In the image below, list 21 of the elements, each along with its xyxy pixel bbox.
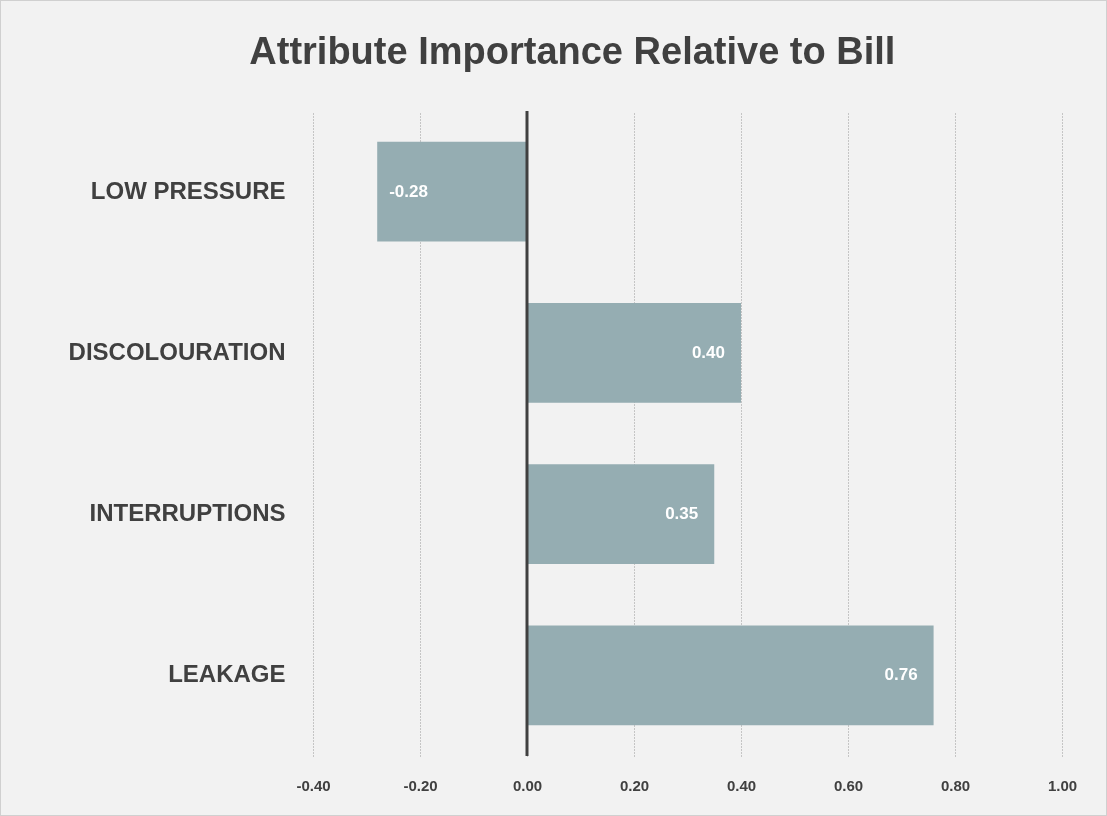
y-tick-label: DISCOLOURATION [68, 337, 286, 365]
data-label: -0.28 [389, 181, 428, 201]
x-tick-label: 0.00 [512, 776, 543, 794]
x-tick-label: 0.80 [940, 776, 971, 794]
chart-title: Attribute Importance Relative to Bill [249, 29, 896, 72]
x-tick-label: 1.00 [1047, 776, 1078, 794]
data-label: 0.35 [665, 504, 699, 524]
y-tick-label: INTERRUPTIONS [89, 499, 286, 527]
y-tick-label: LOW PRESSURE [90, 176, 286, 204]
y-tick-label: LEAKAGE [168, 660, 286, 688]
bar [527, 464, 715, 565]
data-label: 0.40 [691, 342, 725, 362]
x-tick-label: 0.40 [726, 776, 757, 794]
x-tick-label: 0.60 [833, 776, 864, 794]
bar [377, 141, 527, 242]
bar [527, 302, 741, 403]
x-tick-label: -0.40 [296, 776, 331, 794]
bar [527, 625, 934, 726]
x-tick-label: 0.20 [619, 776, 650, 794]
x-tick-label: -0.20 [403, 776, 438, 794]
data-label: 0.76 [884, 665, 918, 685]
